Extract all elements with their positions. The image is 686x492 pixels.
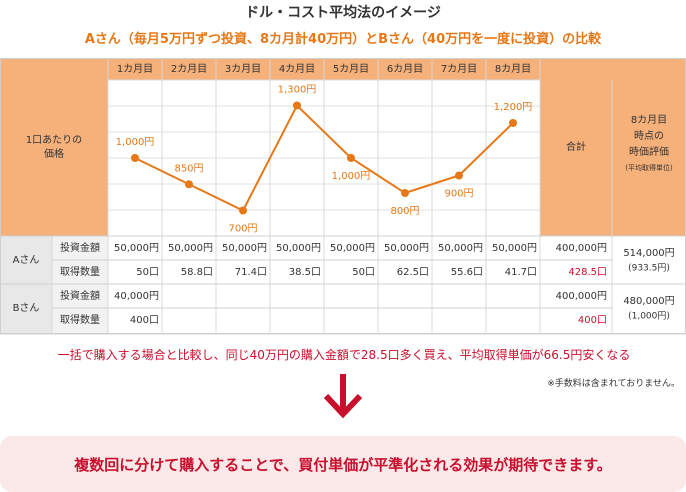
cell-value: 400口 [130, 315, 159, 326]
price-point-5 [347, 154, 355, 162]
valuation-unit-1: (933.5円) [628, 263, 670, 274]
row-label: 取得数量 [60, 313, 100, 326]
cell-value: 50,000円 [384, 243, 429, 254]
price-row-header: 価格 [44, 147, 64, 160]
table-body-bg [108, 236, 686, 334]
valuation-value-2: 480,000円 [623, 296, 674, 307]
total-amount: 400,000円 [556, 291, 607, 302]
valuation-header: 時価評価 [629, 145, 669, 158]
month-header-3: 3カ月目 [225, 63, 261, 75]
cell-value: 50,000円 [168, 243, 213, 254]
cell-value: 50,000円 [330, 243, 375, 254]
cell-value: 50,000円 [114, 243, 159, 254]
price-label-3: 700円 [228, 224, 257, 235]
cell-value: 58.8口 [181, 267, 213, 278]
price-label-1: 1,000円 [116, 137, 155, 148]
total-header-bg [540, 58, 686, 236]
price-label-8: 1,200円 [494, 102, 533, 113]
price-label-6: 800円 [390, 206, 419, 217]
page-title: ドル・コスト平均法のイメージ [245, 5, 441, 21]
price-point-6 [401, 189, 409, 197]
price-label-2: 850円 [174, 163, 203, 174]
cell-value: 50,000円 [222, 243, 267, 254]
month-header-7: 7カ月目 [441, 63, 477, 75]
valuation-header: 8カ月目 [631, 114, 667, 126]
valuation-header: 時点の [634, 130, 664, 142]
cell-value: 40,000円 [114, 291, 159, 302]
row-label: 取得数量 [60, 265, 100, 278]
price-label-5: 1,000円 [332, 171, 371, 182]
person-col-bg [0, 236, 52, 334]
price-label-7: 900円 [444, 189, 473, 200]
page-subtitle: Aさん（毎月5万円ずつ投資、8カ月計40万円）とBさん（40万円を一度に投資）の… [84, 32, 602, 47]
fee-note: ※手数料は含まれておりません。 [547, 379, 680, 389]
person-name-1: Aさん [13, 254, 40, 266]
label-col-bg [52, 236, 108, 334]
cell-value: 50口 [136, 267, 159, 278]
cell-value: 55.6口 [451, 267, 483, 278]
price-point-4 [293, 101, 301, 110]
price-row-header-bg [0, 58, 108, 236]
cell-value: 50口 [352, 267, 375, 278]
arrow-down-icon [323, 374, 363, 419]
conclusion-banner: 複数回に分けて購入することで、買付単価が平準化される効果が期待できます。 [0, 436, 686, 492]
total-amount: 400,000円 [556, 243, 607, 254]
valuation-sub-header: (平均取得単位) [625, 163, 673, 172]
price-point-3 [239, 206, 247, 215]
conclusion-text: 複数回に分けて購入することで、買付単価が平準化される効果が期待できます。 [74, 456, 612, 474]
total-quantity: 400口 [578, 315, 607, 326]
price-row-header: 1口あたりの [26, 134, 82, 146]
cell-value: 62.5口 [397, 267, 429, 278]
person-name-2: Bさん [13, 302, 40, 314]
price-line [134, 103, 514, 212]
total-quantity: 428.5口 [568, 267, 607, 278]
month-header-6: 6カ月目 [387, 63, 423, 75]
row-label: 投資金額 [60, 241, 100, 254]
month-header-8: 8カ月目 [495, 63, 531, 75]
price-label-4: 1,300円 [278, 85, 317, 96]
total-header: 合計 [566, 140, 586, 153]
price-point-7 [455, 171, 463, 180]
price-chart-table: 1カ月目 2カ月目 3カ月目 4カ月目 5カ月目 6カ月目 7カ月目 8カ月目 1口あたりの価格… [0, 58, 686, 335]
month-header-4: 4カ月目 [279, 63, 315, 75]
cell-value: 50,000円 [492, 243, 537, 254]
month-header-1: 1カ月目 [117, 63, 153, 75]
comparison-note: 一括で購入する場合と比較し、同じ40万円の購入金額で28.5口多く買え、平均取得… [57, 348, 631, 362]
cell-value: 50,000円 [276, 243, 321, 254]
price-point-1 [131, 154, 139, 162]
valuation-value-1: 514,000円 [623, 248, 674, 259]
valuation-unit-2: (1,000円) [628, 311, 670, 322]
cell-value: 71.4口 [235, 267, 267, 278]
cell-value: 38.5口 [289, 267, 321, 278]
row-label: 投資金額 [60, 289, 100, 302]
cell-value: 41.7口 [505, 267, 537, 278]
month-header-5: 5カ月目 [333, 63, 369, 75]
cell-value: 50,000円 [438, 243, 483, 254]
price-point-2 [185, 180, 193, 189]
price-point-8 [509, 119, 517, 127]
month-header-2: 2カ月目 [171, 63, 207, 75]
